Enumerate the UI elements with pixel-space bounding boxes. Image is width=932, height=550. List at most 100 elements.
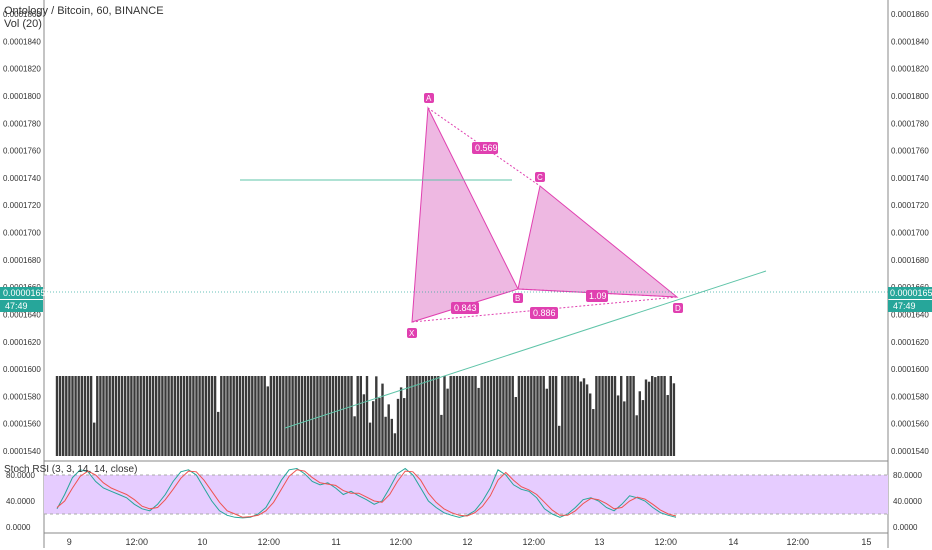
volume-legend[interactable]: Vol (20)	[4, 18, 42, 30]
volume-bar	[489, 376, 493, 456]
volume-bar	[514, 396, 517, 456]
harmonic-line-bd	[517, 288, 678, 298]
volume-bar	[375, 376, 378, 456]
volume-bar	[68, 376, 71, 456]
volume-bar	[251, 376, 254, 456]
stoch-rsi-pane: 80.0000 80.0000 40.0000 40.0000 0.0000 0.0000	[6, 460, 922, 532]
volume-bar	[195, 376, 198, 456]
volume-bar	[496, 376, 499, 456]
volume-bar	[384, 416, 387, 456]
volume-bar	[483, 376, 486, 456]
volume-bar	[356, 376, 359, 456]
volume-bar	[381, 383, 384, 456]
volume-bar	[86, 376, 90, 456]
countdown-right: 47:49	[893, 301, 916, 311]
harmonic-pattern	[411, 106, 679, 323]
volume-bar	[486, 376, 490, 456]
volume-bar	[328, 376, 331, 456]
volume-bar	[567, 376, 570, 456]
volume-bar	[660, 376, 663, 456]
volume-bar	[362, 394, 366, 456]
volume-bar	[585, 384, 589, 456]
volume-bar	[350, 376, 353, 456]
y-tick-label-left: 0.0001840	[3, 37, 41, 46]
volume-bar	[334, 376, 338, 456]
volume-bar	[626, 376, 629, 456]
last-price-right: 0.00001655	[890, 288, 932, 298]
x-tick-label: 9	[67, 537, 72, 547]
volume-bar	[393, 433, 397, 456]
volume-bar	[269, 376, 273, 456]
volume-bar	[136, 376, 139, 456]
volume-bar	[440, 414, 443, 456]
volume-bar	[124, 376, 127, 456]
harmonic-triangle-bcd	[517, 185, 679, 298]
volume-bar	[102, 376, 105, 456]
volume-bar	[372, 401, 375, 456]
point-label-x: X	[409, 329, 415, 338]
volume-bar	[201, 376, 204, 456]
volume-bar	[186, 376, 189, 456]
volume-bar	[158, 376, 161, 456]
volume-bar	[465, 376, 468, 456]
volume-bar	[173, 376, 176, 456]
volume-bar	[533, 376, 536, 456]
volume-bar	[672, 383, 676, 456]
volume-bar	[244, 376, 248, 456]
harmonic-triangle-xab	[411, 106, 519, 323]
x-axis[interactable]: 9 12:00 10 12:00 11 12:00 12 12:00 13 12:00 14 12:0…	[44, 532, 888, 547]
volume-bar	[65, 376, 68, 456]
volume-bar	[387, 404, 390, 456]
ratio-label-bg	[586, 290, 608, 302]
volume-bar	[291, 376, 294, 456]
volume-bar	[651, 376, 654, 456]
volume-bar	[477, 387, 480, 456]
stoch-tick-right: 0.0000	[893, 523, 918, 532]
volume-bar	[406, 376, 409, 456]
volume-bar	[176, 376, 180, 456]
volume-bar	[266, 386, 269, 456]
y-tick-label-right: 0.0001560	[891, 420, 929, 429]
volume-bar	[523, 376, 527, 456]
y-tick-label-left: 0.0001700	[3, 229, 41, 238]
volume-bar	[167, 376, 170, 456]
ratio-label-bg	[530, 307, 558, 319]
y-axis-left-bg	[0, 0, 44, 458]
volume-bar	[322, 376, 325, 456]
volume-bar	[412, 376, 415, 456]
volume-bar	[105, 376, 108, 456]
volume-bar	[539, 376, 542, 456]
y-tick-label-left: 0.0001740	[3, 174, 41, 183]
y-tick-label-right: 0.0001800	[891, 92, 929, 101]
volume-bar	[663, 376, 666, 456]
volume-bar	[142, 376, 145, 456]
ratio-label: 1.09	[589, 291, 607, 301]
volume-bar	[279, 376, 282, 456]
volume-bar	[396, 398, 400, 456]
volume-bar	[623, 401, 626, 456]
point-label-d: D	[675, 304, 681, 313]
x-tick-label: 12:00	[258, 537, 281, 547]
volume-bar	[449, 376, 452, 456]
volume-bar	[415, 376, 418, 456]
volume-bar	[517, 376, 521, 456]
ascending-trendline	[284, 270, 767, 429]
chart-title[interactable]: Ontology / Bitcoin, 60, BINANCE	[4, 5, 164, 17]
volume-bar	[77, 376, 80, 456]
volume-bar	[83, 376, 87, 456]
y-tick-label-left: 0.0001820	[3, 65, 41, 74]
volume-bar	[80, 376, 83, 456]
x-tick-label: 15	[861, 537, 871, 547]
last-price-badge-left: 0.00001655 47:49	[0, 287, 51, 312]
volume-bar	[55, 376, 59, 456]
stoch-rsi-title[interactable]: Stoch RSI (3, 3, 14, 14, close)	[4, 464, 138, 475]
y-axis-right[interactable]: 0.0001860 0.0001840 0.0001820 0.0001800 0.00…	[887, 0, 929, 548]
volume-bar	[223, 376, 226, 456]
y-tick-label-right: 0.0001780	[891, 119, 929, 128]
volume-bar	[592, 409, 595, 456]
volume-bar	[620, 376, 623, 456]
volume-bar	[520, 376, 524, 456]
volume-bar	[638, 391, 641, 456]
volume-bar	[548, 376, 552, 456]
